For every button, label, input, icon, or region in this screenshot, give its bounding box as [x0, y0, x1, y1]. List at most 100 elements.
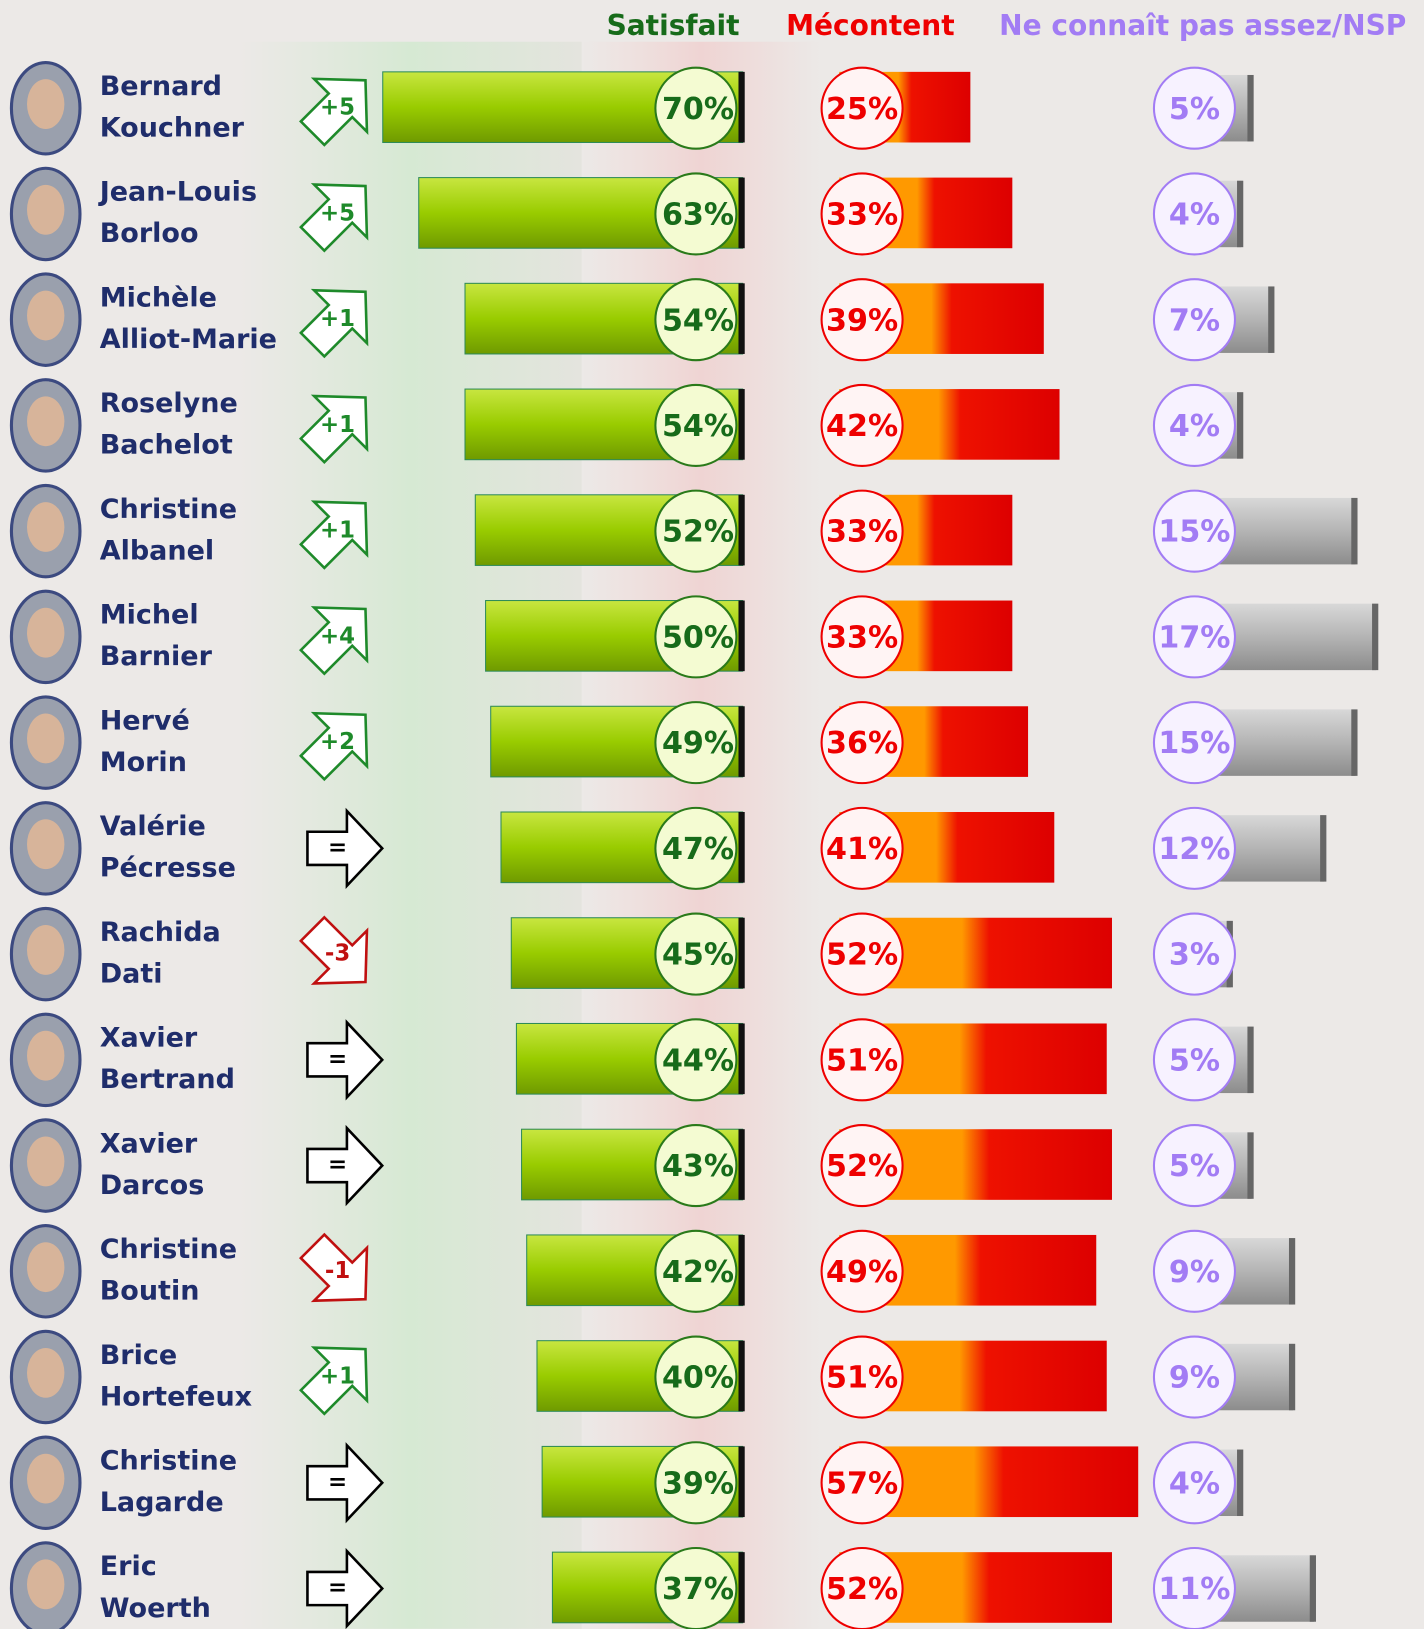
value-label: 39%	[662, 1466, 734, 1501]
value-badge	[820, 1018, 904, 1102]
value-label: 15%	[1158, 726, 1230, 761]
change-arrow	[299, 394, 369, 464]
value-label: 70%	[662, 92, 734, 127]
value-label: 36%	[826, 726, 898, 761]
bar-cap	[738, 1340, 745, 1412]
value-badge	[654, 912, 738, 996]
bar-cap	[1372, 603, 1379, 671]
value-label: 5%	[1169, 1043, 1220, 1078]
value-badge	[1152, 172, 1237, 256]
change-arrow	[299, 77, 369, 147]
portrait-face	[27, 1242, 65, 1293]
value-label: 33%	[826, 620, 898, 655]
value-badge	[820, 806, 904, 890]
bar-cap	[1351, 709, 1358, 776]
value-badge	[820, 278, 904, 362]
value-label: 5%	[1169, 92, 1220, 127]
value-label: 50%	[662, 620, 734, 655]
value-badge	[1152, 806, 1237, 890]
name-line: Bertrand	[100, 1064, 235, 1095]
bar-cap	[738, 917, 745, 989]
name-line: Albanel	[100, 535, 214, 566]
value-label: 44%	[662, 1043, 734, 1078]
value-badge	[820, 1229, 904, 1313]
name-line: Brice	[100, 1340, 177, 1371]
change-arrow	[299, 711, 369, 782]
value-badge	[654, 1546, 738, 1629]
name-line: Borloo	[100, 218, 199, 249]
portrait-face	[27, 819, 65, 870]
change-arrow	[299, 1346, 369, 1416]
arrow-shape	[299, 1346, 369, 1416]
bar-cap	[738, 283, 745, 354]
name-line: Kouchner	[100, 112, 245, 143]
value-label: 43%	[662, 1149, 734, 1184]
arrow-shape	[306, 807, 385, 890]
value-label: 33%	[826, 515, 898, 550]
arrow-shape	[299, 288, 369, 359]
value-label: 54%	[662, 409, 734, 444]
name-line: Christine	[100, 1445, 237, 1476]
value-badge	[1152, 701, 1237, 785]
change-label: +5	[320, 200, 355, 226]
value-badge	[654, 383, 738, 467]
portrait-face	[27, 713, 65, 764]
value-label: 17%	[1158, 620, 1230, 655]
name-line: Hortefeux	[100, 1381, 252, 1412]
value-badge	[820, 383, 904, 467]
value-label: 42%	[826, 409, 898, 444]
value-label: 37%	[662, 1572, 734, 1607]
arrow-shape	[306, 1019, 385, 1101]
name-line: Dati	[100, 958, 163, 989]
bar-cap	[1351, 497, 1358, 565]
bar-cap	[1268, 286, 1275, 353]
change-label: =	[328, 1152, 347, 1178]
change-arrow	[306, 1547, 385, 1629]
change-label: =	[328, 1046, 347, 1072]
arrow-shape	[299, 915, 369, 985]
value-badge	[820, 66, 904, 150]
change-label: =	[328, 1575, 347, 1601]
change-arrow	[299, 183, 369, 253]
arrow-shape	[299, 711, 369, 782]
bar-cap	[738, 812, 745, 883]
value-badge	[1152, 383, 1237, 467]
value-label: 51%	[826, 1043, 898, 1078]
value-label: 47%	[662, 832, 734, 867]
arrow-shape	[306, 1442, 385, 1524]
bar-cap	[738, 177, 745, 249]
name-line: Valérie	[100, 811, 206, 842]
change-label: +1	[320, 412, 355, 438]
name-line: Alliot-Marie	[100, 324, 277, 355]
value-label: 49%	[662, 726, 734, 761]
portrait-face	[27, 607, 65, 658]
name-line: Xavier	[100, 1023, 198, 1054]
change-arrow	[299, 606, 369, 676]
bar-cap	[1237, 180, 1244, 248]
bar-cap	[738, 706, 745, 777]
value-badge	[820, 701, 904, 785]
name-line: Bachelot	[100, 430, 233, 461]
portrait-face	[27, 1453, 65, 1504]
name-line: Darcos	[100, 1170, 205, 1201]
bar-cap	[1247, 1132, 1254, 1199]
value-badge	[654, 1441, 738, 1525]
value-badge	[820, 1124, 904, 1208]
name-line: Woerth	[100, 1593, 211, 1624]
value-label: 25%	[826, 92, 898, 127]
value-badge	[654, 701, 738, 785]
value-badge	[1152, 1124, 1237, 1208]
value-badge	[1152, 912, 1237, 996]
value-badge	[654, 806, 738, 890]
value-badge	[820, 1546, 904, 1629]
value-badge	[1152, 1441, 1237, 1525]
value-label: 15%	[1158, 515, 1230, 550]
bar-cap	[738, 1446, 745, 1518]
bar-cap	[738, 600, 745, 672]
change-label: +5	[320, 95, 355, 121]
change-label: =	[328, 1469, 347, 1495]
arrow-shape	[306, 1547, 385, 1629]
value-badge	[820, 172, 904, 256]
bar-cap	[738, 389, 745, 460]
